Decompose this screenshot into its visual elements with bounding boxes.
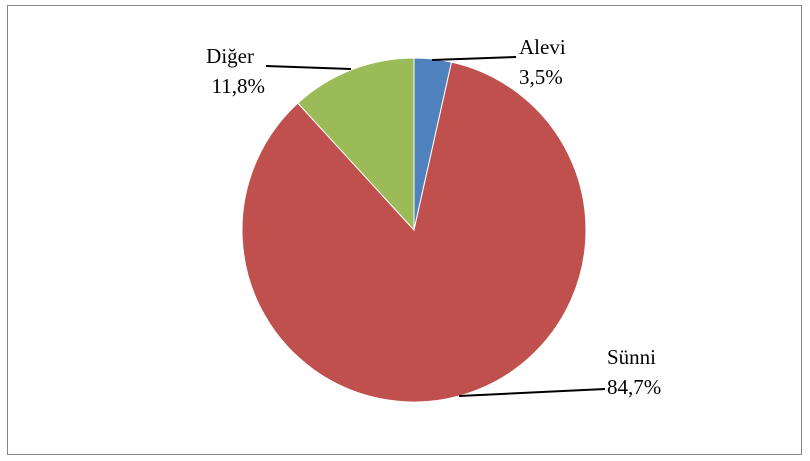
- slice-labels: Alevi 3,5% Sünni 84,7% Diğer 11,8%: [206, 35, 661, 399]
- slice-value-sunni: 84,7%: [607, 375, 661, 399]
- leader-line-diger: [265, 65, 352, 70]
- leader-line-sunni: [458, 388, 606, 397]
- leader-line-alevi: [431, 56, 517, 61]
- leader-lines: [265, 56, 606, 397]
- pie-slices: [241, 57, 587, 403]
- slice-label-alevi: Alevi: [519, 35, 566, 59]
- chart-frame: Alevi 3,5% Sünni 84,7% Diğer 11,8%: [7, 5, 802, 455]
- pie-slice-diger: [297, 57, 415, 232]
- slice-label-sunni: Sünni: [607, 345, 656, 369]
- pie-slice-sunni: [241, 61, 587, 403]
- slice-value-diger: 11,8%: [212, 74, 265, 98]
- slice-value-alevi: 3,5%: [519, 65, 563, 89]
- pie-chart: Alevi 3,5% Sünni 84,7% Diğer 11,8%: [206, 35, 661, 403]
- slice-label-diger: Diğer: [206, 44, 254, 68]
